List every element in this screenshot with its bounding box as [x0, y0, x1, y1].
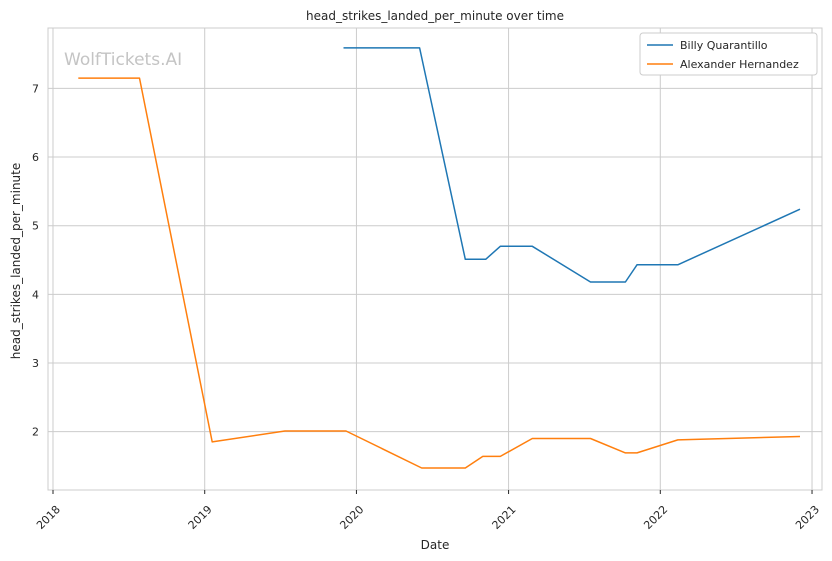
y-tick-label: 5 — [32, 220, 39, 233]
legend-label-alexander-hernandez: Alexander Hernandez — [680, 58, 799, 71]
series-line-billy-quarantillo — [343, 47, 801, 283]
plot-area — [48, 28, 822, 490]
y-tick-label: 3 — [32, 357, 39, 370]
chart-title: head_strikes_landed_per_minute over time — [306, 9, 564, 23]
x-axis-title: Date — [421, 538, 450, 552]
y-axis-title: head_strikes_landed_per_minute — [9, 163, 23, 360]
y-tick-label: 4 — [32, 288, 39, 301]
legend-label-billy-quarantillo: Billy Quarantillo — [680, 39, 768, 52]
watermark: WolfTickets.AI — [64, 50, 182, 70]
series-layer — [78, 47, 801, 469]
legend-box — [639, 32, 818, 76]
y-tick-label: 7 — [32, 82, 39, 95]
y-tick-label: 6 — [32, 151, 39, 164]
grid — [48, 28, 822, 490]
series-line-alexander-hernandez — [78, 77, 801, 469]
plot-frame — [47, 27, 823, 491]
legend: Billy Quarantillo Alexander Hernandez — [639, 32, 818, 76]
y-tick-label: 2 — [32, 426, 39, 439]
